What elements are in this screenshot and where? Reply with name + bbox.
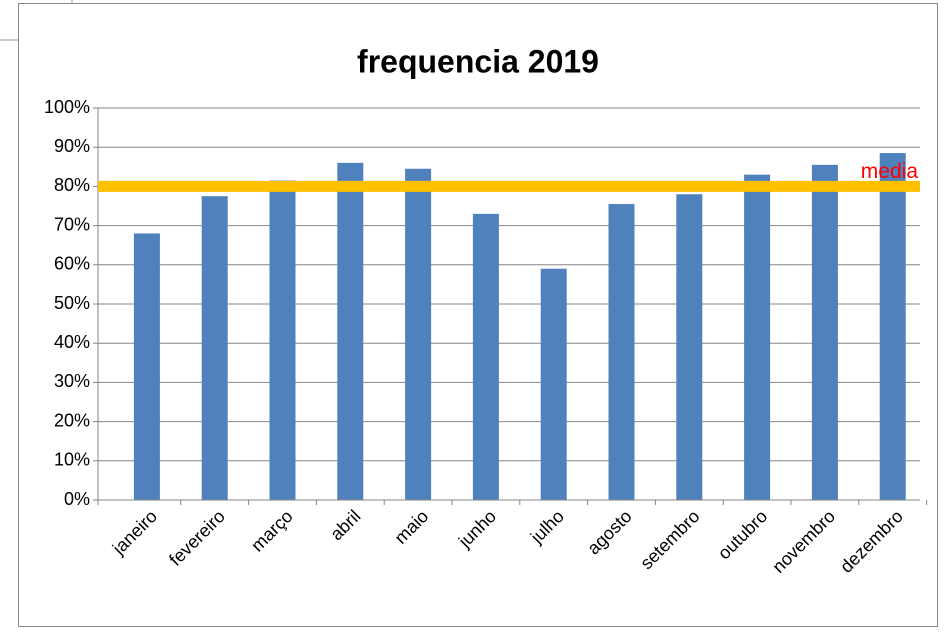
y-tick-label: 30% — [54, 371, 90, 391]
bar — [472, 213, 499, 500]
bar — [744, 174, 771, 500]
bar — [540, 268, 567, 500]
bar — [879, 153, 906, 500]
bar — [133, 233, 160, 500]
y-tick-label: 80% — [54, 175, 90, 195]
y-tick-label: 70% — [54, 214, 90, 234]
bar — [405, 168, 432, 500]
y-tick-label: 60% — [54, 254, 90, 274]
chart-title: frequencia 2019 — [357, 43, 599, 79]
bar — [608, 204, 635, 501]
y-tick-label: 100% — [44, 97, 90, 117]
y-tick-label: 50% — [54, 293, 90, 313]
bar — [676, 194, 703, 501]
bar — [337, 162, 364, 500]
bar — [811, 164, 838, 500]
bar — [269, 180, 296, 500]
bar — [201, 196, 228, 500]
reference-label: media — [861, 160, 919, 183]
y-tick-label: 20% — [54, 410, 90, 430]
y-tick-label: 0% — [64, 489, 90, 509]
y-tick-label: 10% — [54, 450, 90, 470]
y-tick-label: 40% — [54, 332, 90, 352]
y-tick-label: 90% — [54, 136, 90, 156]
